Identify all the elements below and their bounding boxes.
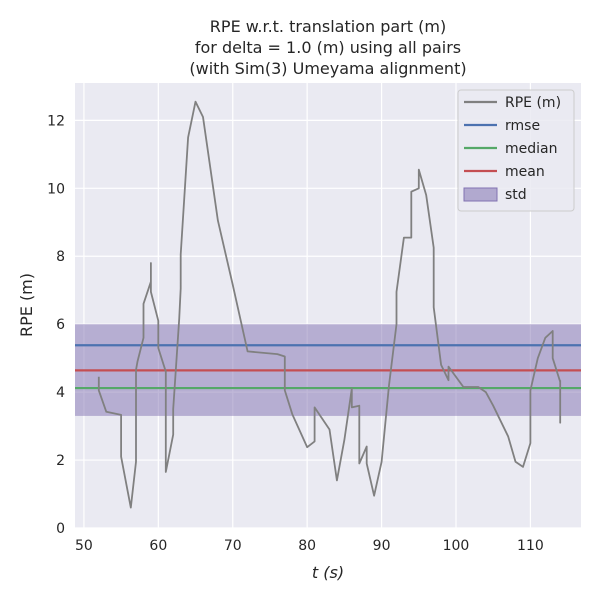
x-tick-label: 50: [75, 538, 93, 554]
x-tick-label: 80: [298, 538, 316, 554]
x-tick-label: 70: [224, 538, 242, 554]
stat-lines-layer: [75, 344, 581, 390]
legend-swatch-std: [463, 187, 498, 202]
y-tick-label: 10: [47, 181, 65, 197]
x-tick-label: 90: [373, 538, 391, 554]
y-tick-label: 12: [47, 113, 65, 129]
x-tick-label: 60: [149, 538, 167, 554]
x-tick-label: 100: [443, 538, 470, 554]
legend-label-rmse: rmse: [505, 118, 540, 134]
y-tick-labels: 0 2 4 6 8 10 12: [47, 113, 65, 537]
legend: RPE (m) rmse median mean std: [457, 89, 575, 212]
chart-title-line-3: (with Sim(3) Umeyama alignment): [189, 59, 466, 78]
y-tick-label: 6: [56, 317, 65, 333]
x-tick-labels: 50 60 70 80 90 100 110: [75, 538, 544, 554]
x-axis-label: t (s): [312, 563, 344, 582]
legend-label-median: median: [505, 141, 557, 157]
chart-title-line-1: RPE w.r.t. translation part (m): [210, 17, 446, 36]
y-axis-label: RPE (m): [17, 273, 36, 337]
legend-label-rpe: RPE (m): [505, 95, 561, 111]
rpe-series-line: [97, 100, 562, 509]
legend-box: [457, 89, 575, 212]
x-tick-label: 110: [517, 538, 544, 554]
y-tick-label: 4: [56, 385, 65, 401]
legend-label-mean: mean: [505, 164, 545, 180]
chart-title-line-2: for delta = 1.0 (m) using all pairs: [195, 38, 461, 57]
chart-title: RPE w.r.t. translation part (m) for delt…: [189, 17, 466, 78]
series-layer: [97, 100, 562, 509]
legend-label-std: std: [505, 187, 527, 203]
y-tick-label: 2: [56, 453, 65, 469]
y-tick-label: 8: [56, 249, 65, 265]
y-tick-label: 0: [56, 521, 65, 537]
